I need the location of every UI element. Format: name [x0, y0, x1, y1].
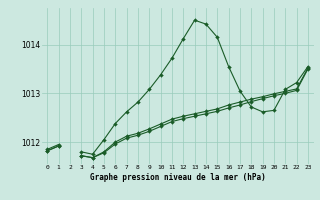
X-axis label: Graphe pression niveau de la mer (hPa): Graphe pression niveau de la mer (hPa)	[90, 173, 266, 182]
